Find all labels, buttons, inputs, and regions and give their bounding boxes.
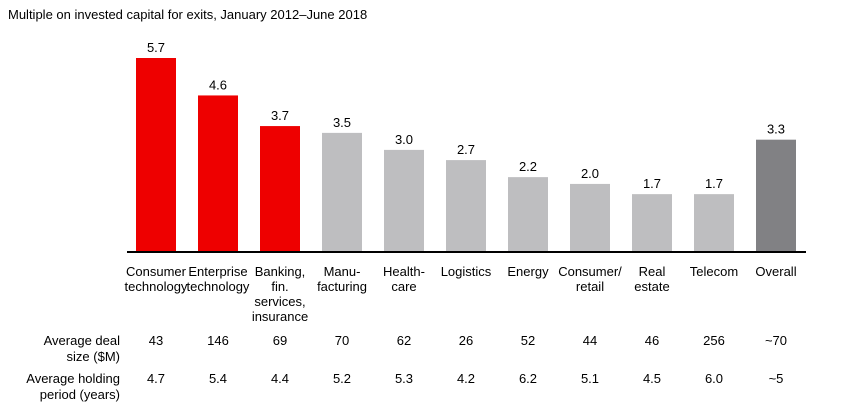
table-cell: ~70 bbox=[764, 333, 788, 348]
chart-title: Multiple on invested capital for exits, … bbox=[8, 7, 367, 22]
table-cell: 6.2 bbox=[518, 371, 538, 386]
value-label: 3.7 bbox=[271, 108, 289, 123]
row-label: Average holding period (years) bbox=[26, 371, 120, 402]
row-label: Average deal size ($M) bbox=[43, 333, 120, 364]
bar bbox=[694, 194, 734, 252]
table-cell: 4.7 bbox=[146, 371, 166, 386]
category-label: Overall bbox=[755, 264, 797, 279]
category-label: Logistics bbox=[440, 264, 492, 279]
category-label: Banking, fin. services, insurance bbox=[251, 264, 309, 324]
value-label: 1.7 bbox=[643, 176, 661, 191]
value-label: 2.7 bbox=[457, 142, 475, 157]
category-label: Consumer/ retail bbox=[558, 264, 622, 294]
table-cell: 52 bbox=[520, 333, 536, 348]
bar bbox=[446, 160, 486, 252]
table-cell: 5.4 bbox=[208, 371, 228, 386]
value-label: 5.7 bbox=[147, 40, 165, 55]
bar bbox=[632, 194, 672, 252]
bar bbox=[260, 126, 300, 252]
table-cell: 26 bbox=[458, 333, 474, 348]
table-cell: 6.0 bbox=[704, 371, 724, 386]
value-label: 1.7 bbox=[705, 176, 723, 191]
table-cell: 5.3 bbox=[394, 371, 414, 386]
value-label: 3.5 bbox=[333, 115, 351, 130]
category-label: Health- care bbox=[383, 264, 425, 294]
category-label: Enterprise technology bbox=[186, 264, 250, 294]
category-label: Manu- facturing bbox=[317, 264, 367, 294]
bar bbox=[136, 58, 176, 252]
table-cell: 5.1 bbox=[580, 371, 600, 386]
category-label: Consumer technology bbox=[124, 264, 188, 294]
bar bbox=[508, 177, 548, 252]
table-cell: 62 bbox=[396, 333, 412, 348]
bar bbox=[198, 95, 238, 252]
table-cell: 44 bbox=[582, 333, 598, 348]
value-label: 4.6 bbox=[209, 77, 227, 92]
value-label: 3.3 bbox=[767, 122, 785, 137]
table-cell: 256 bbox=[703, 333, 725, 348]
value-label: 2.0 bbox=[581, 166, 599, 181]
category-label: Telecom bbox=[689, 264, 739, 279]
value-label: 3.0 bbox=[395, 132, 413, 147]
bar bbox=[384, 149, 424, 252]
category-label: Energy bbox=[507, 264, 549, 279]
table-cell: 5.2 bbox=[332, 371, 352, 386]
table-cell: 4.4 bbox=[270, 371, 290, 386]
table-cell: 4.2 bbox=[456, 371, 476, 386]
table-cell: 146 bbox=[207, 333, 229, 348]
table-cell: 69 bbox=[272, 333, 288, 348]
value-label: 2.2 bbox=[519, 159, 537, 174]
table-cell: ~5 bbox=[768, 371, 784, 386]
table-cell: 43 bbox=[148, 333, 164, 348]
bar bbox=[756, 139, 796, 252]
table-cell: 70 bbox=[334, 333, 350, 348]
bar bbox=[570, 183, 610, 252]
bar bbox=[322, 132, 362, 252]
table-cell: 46 bbox=[644, 333, 660, 348]
category-label: Real estate bbox=[634, 264, 670, 294]
table-cell: 4.5 bbox=[642, 371, 662, 386]
